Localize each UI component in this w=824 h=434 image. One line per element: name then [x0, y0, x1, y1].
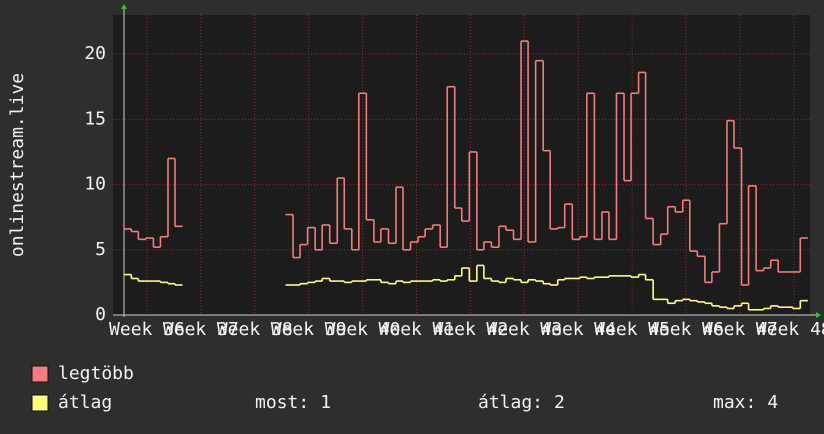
legend-swatch	[31, 365, 49, 383]
y-tick-label: 20	[84, 43, 106, 64]
y-tick-label: 15	[84, 108, 106, 129]
legend-label: legtöbb	[58, 363, 134, 384]
stat-value: 2	[554, 392, 565, 413]
x-tick-label: Week 43	[486, 319, 562, 340]
x-tick-label: Week 44	[540, 319, 616, 340]
legend-label: átlag	[58, 392, 112, 413]
x-tick-label: Week 39	[271, 319, 347, 340]
stat-label: átlag:	[478, 392, 543, 413]
x-tick-label: Week 38	[217, 319, 293, 340]
stat-label: max:	[713, 392, 756, 413]
x-tick-label: Week 47	[702, 319, 778, 340]
x-tick-label: Week 48	[756, 319, 824, 340]
legend-swatch	[31, 394, 49, 412]
y-axis-label: onlinestream.live	[7, 73, 28, 257]
y-tick-label: 5	[95, 239, 106, 260]
x-tick-label: Week 42	[432, 319, 508, 340]
x-tick-label: Week 45	[594, 319, 670, 340]
stat-value: 1	[320, 392, 331, 413]
y-tick-label: 0	[95, 304, 106, 325]
stat: átlag: 2	[478, 392, 565, 413]
stat-value: 4	[767, 392, 778, 413]
axis-arrow	[816, 312, 821, 318]
x-tick-label: Week 37	[163, 319, 239, 340]
stat-label: most:	[255, 392, 309, 413]
y-tick-label: 10	[84, 174, 106, 195]
x-tick-label: Week 46	[648, 319, 724, 340]
axis-arrow	[121, 4, 127, 9]
stat: max: 4	[713, 392, 778, 413]
x-tick-label: Week 40	[325, 319, 401, 340]
stat: most: 1	[255, 392, 331, 413]
x-tick-label: Week 36	[109, 319, 185, 340]
x-tick-label: Week 41	[379, 319, 455, 340]
plot-area	[113, 15, 810, 315]
